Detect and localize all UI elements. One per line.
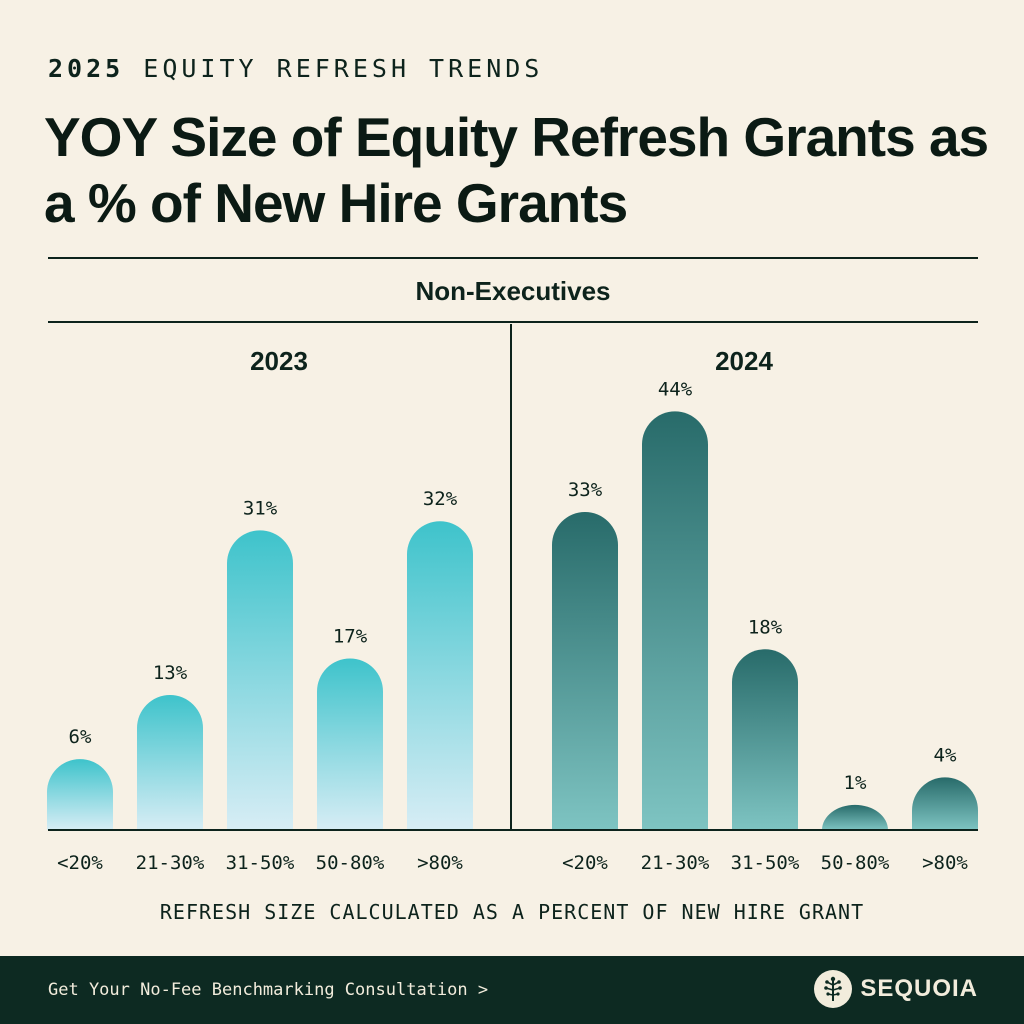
- bar-2023-4: [407, 521, 473, 830]
- x-axis-baseline: [48, 829, 978, 831]
- value-label-2023-4: 32%: [423, 488, 458, 510]
- panel-divider: [510, 324, 512, 830]
- value-label-2023-0: 6%: [69, 726, 92, 748]
- category-label-2023-1: 21-30%: [136, 852, 205, 874]
- value-label-2024-3: 1%: [844, 772, 867, 794]
- brand-logo[interactable]: SEQUOIA: [814, 970, 978, 1008]
- category-label-2023-2: 31-50%: [226, 852, 295, 874]
- top-divider: [48, 257, 978, 259]
- value-label-2023-1: 13%: [153, 662, 188, 684]
- section-label: Non-Executives: [415, 276, 611, 306]
- eyebrow-year: 2025: [48, 54, 125, 83]
- bar-2023-2: [227, 530, 293, 830]
- value-label-2024-0: 33%: [568, 479, 603, 501]
- bar-2023-3: [317, 658, 383, 830]
- category-label-2023-0: <20%: [57, 852, 103, 874]
- bar-2023-1: [137, 695, 203, 830]
- consultation-link[interactable]: Get Your No-Fee Benchmarking Consultatio…: [48, 980, 489, 1000]
- bar-2024-1: [642, 411, 708, 830]
- brand-name: SEQUOIA: [860, 975, 978, 1002]
- value-label-2024-1: 44%: [658, 378, 693, 400]
- bar-2024-0: [552, 512, 618, 830]
- bar-2024-2: [732, 649, 798, 830]
- value-label-2023-2: 31%: [243, 497, 278, 519]
- bar-2023-0: [47, 759, 113, 830]
- category-label-2024-2: 31-50%: [731, 852, 800, 874]
- panel-title-2023: 2023: [250, 346, 308, 376]
- category-label-2023-4: >80%: [417, 852, 463, 874]
- chart-caption: REFRESH SIZE CALCULATED AS A PERCENT OF …: [159, 900, 865, 924]
- panel-title-2024: 2024: [715, 346, 773, 376]
- category-label-2024-3: 50-80%: [821, 852, 890, 874]
- category-label-2023-3: 50-80%: [316, 852, 385, 874]
- bar-2024-4: [912, 777, 978, 830]
- page-title: YOY Size of Equity Refresh Grants as a %…: [44, 106, 989, 234]
- category-label-2024-0: <20%: [562, 852, 608, 874]
- value-label-2024-2: 18%: [748, 616, 783, 638]
- eyebrow: 2025 EQUITY REFRESH TRENDS: [48, 54, 543, 83]
- category-label-2024-1: 21-30%: [641, 852, 710, 874]
- value-label-2024-4: 4%: [934, 744, 957, 766]
- section-divider: [48, 321, 978, 323]
- category-label-2024-4: >80%: [922, 852, 968, 874]
- value-label-2023-3: 17%: [333, 625, 368, 647]
- footer-bar: Get Your No-Fee Benchmarking Consultatio…: [0, 956, 1024, 1024]
- eyebrow-text: EQUITY REFRESH TRENDS: [143, 54, 544, 83]
- bar-2024-3: [822, 804, 888, 830]
- sequoia-tree-icon: [814, 970, 853, 1008]
